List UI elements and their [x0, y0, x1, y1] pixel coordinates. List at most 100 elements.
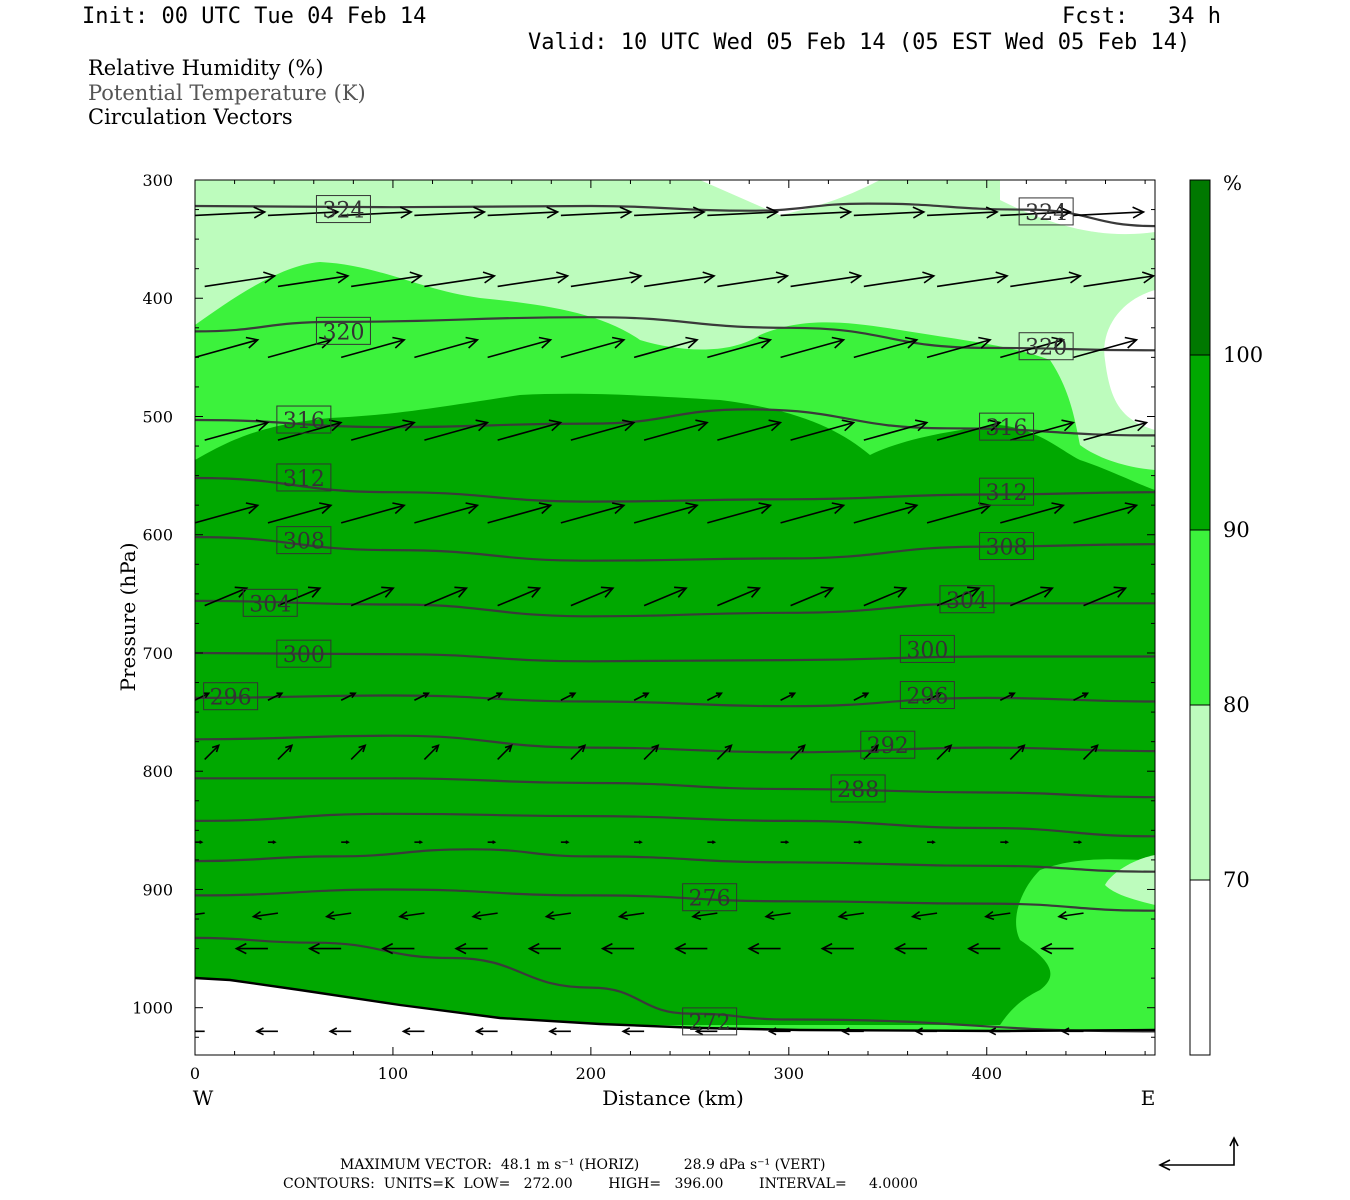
- circulation-vector-head: [747, 586, 762, 598]
- circulation-vector: [1083, 275, 1154, 288]
- circulation-vector-head: [409, 271, 423, 284]
- circulation-vector: [912, 912, 938, 918]
- circulation-vector: [1010, 275, 1081, 288]
- contour-label-272: 272: [689, 1011, 731, 1036]
- circulation-vector-head: [319, 336, 333, 349]
- circulation-vector-head: [253, 206, 267, 219]
- circulation-vector-head: [893, 586, 908, 598]
- rh-below-70-pocket-east: [1104, 290, 1155, 430]
- y-tick-label: 800: [142, 762, 173, 781]
- circulation-vector: [340, 692, 356, 701]
- circulation-vector-head: [418, 840, 424, 845]
- circulation-vector-head: [904, 502, 919, 515]
- circulation-vector: [487, 339, 551, 359]
- circulation-vector-head: [600, 942, 613, 955]
- circulation-vector-head: [858, 840, 863, 845]
- contour-label-308: 308: [986, 536, 1028, 561]
- circulation-vector: [414, 692, 429, 701]
- reference-vector-icon: [1158, 1136, 1239, 1171]
- east-label: E: [1141, 1086, 1156, 1110]
- forecast-hour: Fcst: 34 h: [1062, 4, 1221, 29]
- humidity-fill-layer: [195, 180, 1155, 1055]
- circulation-vector: [1083, 587, 1126, 607]
- circulation-vector-head: [617, 910, 629, 921]
- circulation-vector: [1073, 504, 1137, 524]
- circulation-vector-head: [629, 271, 643, 284]
- circulation-vector-head: [767, 1027, 777, 1036]
- circulation-vector-head: [475, 419, 490, 432]
- circulation-vector: [399, 912, 425, 918]
- circulation-vector-head: [674, 942, 687, 955]
- rh-70-80-pocket-east: [1105, 855, 1155, 905]
- circulation-vector-head: [184, 1028, 191, 1035]
- circulation-vector: [926, 692, 942, 701]
- circulation-vector-head: [381, 586, 395, 598]
- contour-label-box: [682, 883, 738, 912]
- circulation-vector-head: [1113, 586, 1128, 598]
- circulation-vector-head: [569, 692, 577, 699]
- theta-contour-308: [195, 536, 1155, 562]
- contour-label-276: 276: [689, 887, 731, 912]
- circulation-vector-head: [492, 840, 497, 845]
- circulation-vector: [717, 275, 788, 288]
- colorbar-unit: %: [1223, 171, 1242, 195]
- circulation-vector: [633, 692, 649, 701]
- circulation-vector-head: [473, 206, 487, 219]
- circulation-vector: [1073, 339, 1137, 359]
- circulation-vector-head: [768, 419, 783, 432]
- contour-label-296: 296: [210, 686, 252, 711]
- field-potential-temperature: Potential Temperature (K): [88, 81, 366, 105]
- theta-contour-312: [195, 476, 1155, 503]
- circulation-vector-head: [578, 744, 587, 753]
- colorbar-level-label: 100: [1223, 343, 1263, 367]
- contour-label-316: 316: [283, 409, 325, 434]
- circulation-vector: [790, 744, 806, 760]
- terrain-line: [195, 976, 1155, 1033]
- circulation-vector-head: [841, 1027, 850, 1036]
- circulation-vector: [1000, 339, 1064, 359]
- circulation-vector-head: [831, 336, 846, 349]
- circulation-vector: [936, 275, 1008, 288]
- circulation-vector-head: [401, 1027, 411, 1036]
- circulation-vector-head: [820, 586, 835, 598]
- circulation-vector-head: [163, 944, 173, 954]
- contour-label-296: 296: [906, 685, 948, 710]
- contour-label-box: [939, 585, 995, 614]
- circulation-vector: [487, 211, 558, 217]
- contour-label-box: [203, 682, 259, 711]
- theta-contour-272: [195, 936, 1155, 1033]
- circulation-vector-head: [988, 419, 1002, 432]
- circulation-vector: [560, 339, 625, 359]
- circulation-vector-head: [402, 419, 416, 432]
- circulation-vector-head: [272, 840, 277, 845]
- x-tick-label: 100: [378, 1064, 409, 1083]
- circulation-vector: [195, 339, 258, 359]
- circulation-vector-head: [1134, 419, 1149, 432]
- circulation-vector: [926, 504, 991, 524]
- circulation-vector-head: [548, 1027, 557, 1036]
- circulation-vector-head: [398, 910, 409, 921]
- circulation-vector-head: [839, 206, 853, 219]
- circulation-vector-head: [1040, 586, 1054, 598]
- circulation-vector-head: [967, 586, 981, 598]
- contour-label-304: 304: [249, 592, 291, 617]
- circulation-vector: [277, 275, 349, 288]
- contour-label-308: 308: [283, 530, 325, 555]
- circulation-vector: [790, 587, 833, 607]
- circulation-vector: [780, 339, 844, 359]
- circulation-vector: [619, 912, 645, 918]
- contour-label-300: 300: [906, 638, 948, 663]
- circulation-vector-head: [775, 271, 790, 284]
- contour-label-316: 316: [986, 416, 1028, 441]
- x-axis-title: Distance (km): [602, 1086, 744, 1110]
- y-tick-label: 300: [142, 171, 173, 190]
- circulation-vector-head: [611, 336, 626, 349]
- circulation-vector-head: [702, 271, 716, 284]
- contour-label-box: [1018, 197, 1074, 226]
- circulation-vector-head: [392, 336, 406, 349]
- circulation-vector-head: [1057, 910, 1068, 921]
- circulation-vector-head: [914, 1027, 923, 1036]
- circulation-vector-head: [715, 692, 723, 699]
- circulation-vector: [839, 912, 864, 918]
- circulation-vector-head: [234, 586, 249, 598]
